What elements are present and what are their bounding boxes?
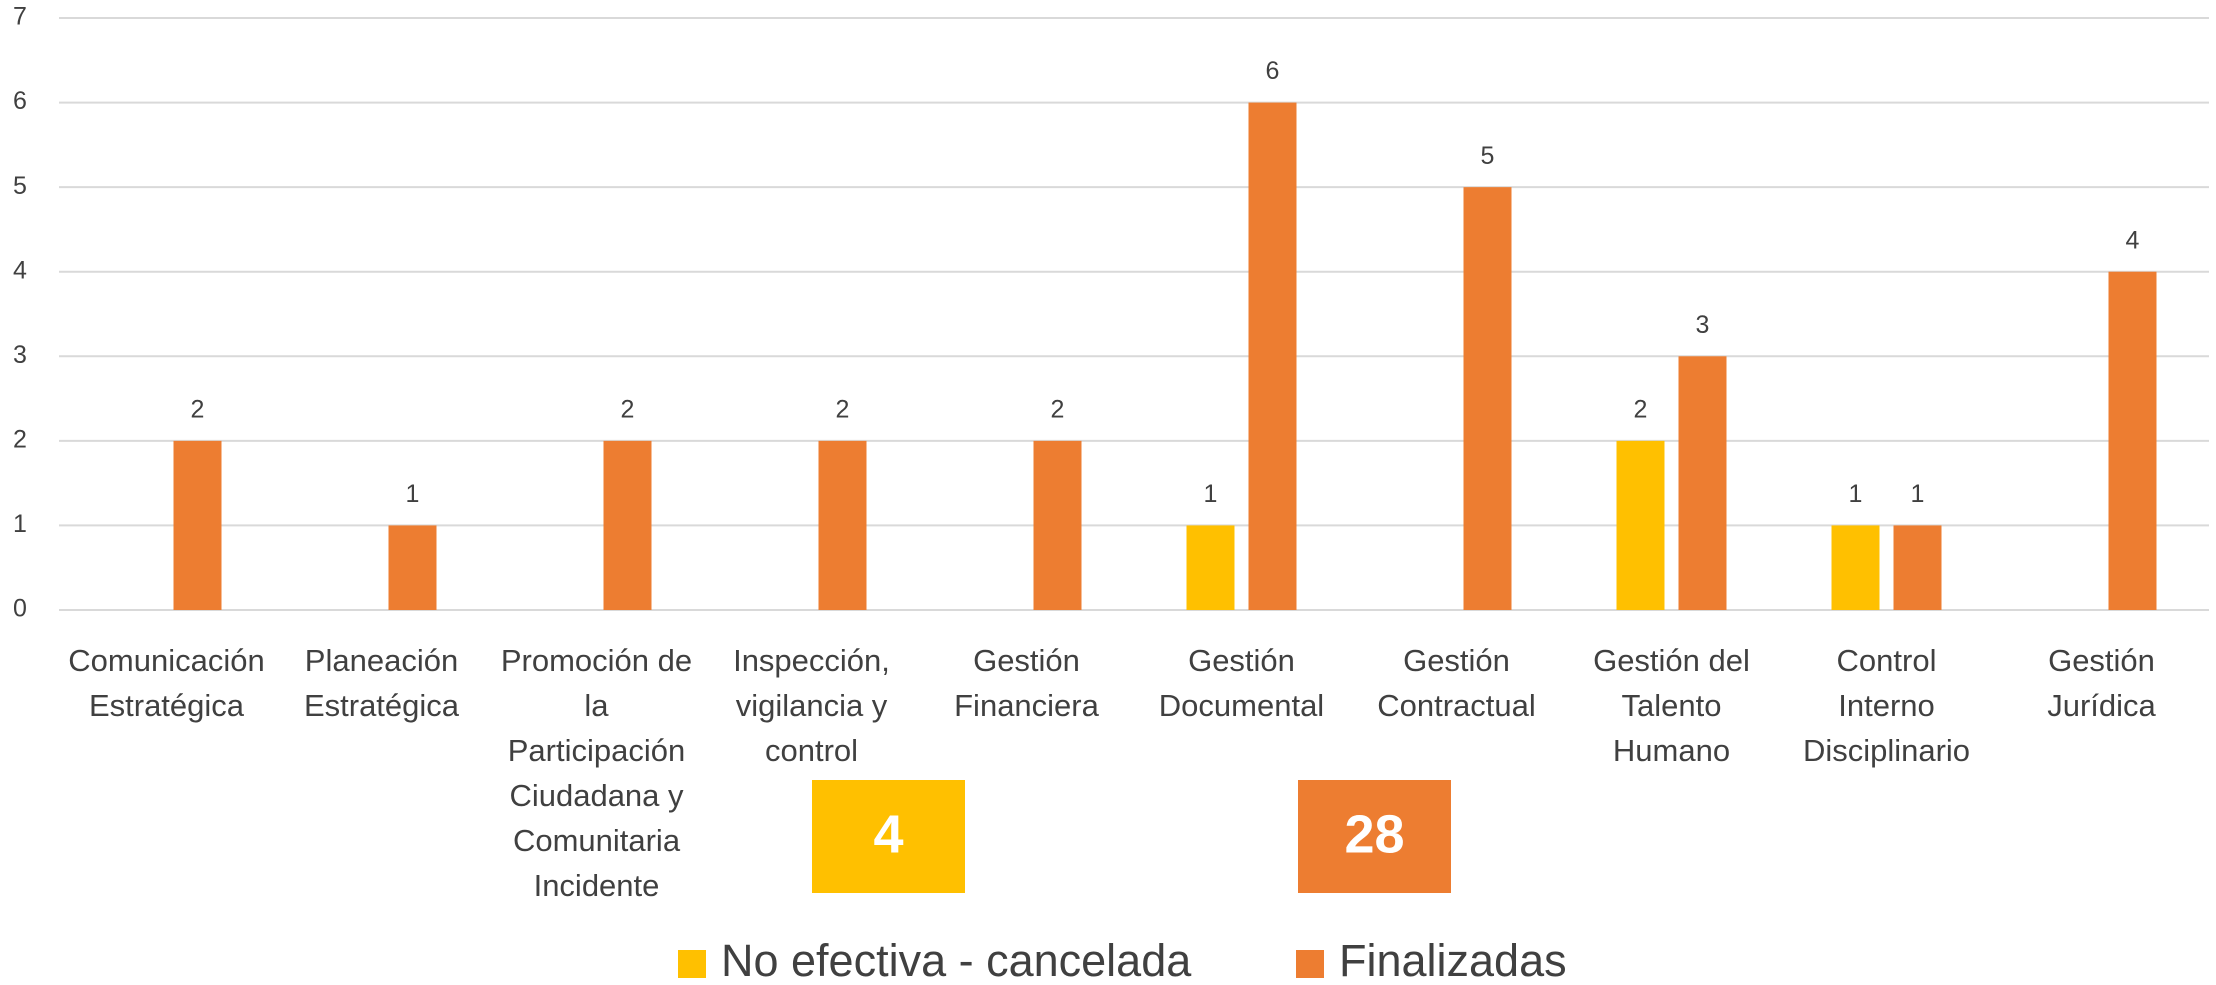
x-tick-label: Inspección, vigilancia y control — [733, 643, 890, 768]
y-tick-label: 2 — [13, 425, 27, 453]
total-label: 4 — [873, 804, 903, 864]
bar — [1248, 102, 1297, 611]
x-tick-label: Gestión Documental — [1158, 643, 1325, 723]
total-box — [812, 780, 965, 893]
data-label: 1 — [1911, 480, 1925, 508]
y-tick-label: 3 — [13, 341, 27, 369]
data-label: 6 — [1266, 57, 1280, 85]
y-tick-label: 1 — [13, 510, 27, 538]
legend-label: No efectiva - cancelada — [721, 935, 1192, 985]
data-label: 2 — [836, 395, 850, 423]
total-box — [1298, 780, 1451, 893]
total-label: 28 — [1344, 804, 1404, 864]
bar — [1893, 525, 1942, 610]
bar — [1678, 356, 1727, 610]
data-label: 3 — [1696, 311, 1710, 339]
data-label: 2 — [1051, 395, 1065, 423]
x-tick-label: Gestión Financiera — [954, 643, 1099, 723]
y-tick-label: 7 — [13, 3, 27, 31]
data-label: 1 — [1849, 480, 1863, 508]
bar — [1831, 525, 1880, 610]
x-tick-label: Gestión Contractual — [1377, 643, 1536, 723]
x-tick-label: Comunicación Estratégica — [68, 643, 265, 723]
bar — [603, 440, 652, 610]
y-tick-label: 0 — [13, 595, 27, 623]
y-tick-label: 5 — [13, 172, 27, 200]
data-label: 1 — [1204, 480, 1218, 508]
x-tick-label: Gestión del Talento Humano — [1593, 643, 1750, 768]
x-tick-label: Promoción de la Participación Ciudadana … — [500, 643, 693, 903]
y-tick-label: 4 — [13, 256, 27, 284]
x-tick-label: Gestión Jurídica — [2047, 643, 2156, 723]
data-label: 2 — [191, 395, 205, 423]
bar — [1616, 440, 1665, 610]
legend-swatch — [678, 950, 706, 978]
legend-label: Finalizadas — [1339, 935, 1567, 985]
bar — [1463, 187, 1512, 610]
data-label: 2 — [621, 395, 635, 423]
x-tick-label: Planeación Estratégica — [303, 643, 460, 723]
data-label: 2 — [1634, 395, 1648, 423]
legend-swatch — [1296, 950, 1324, 978]
data-label: 4 — [2126, 226, 2140, 254]
bar — [1033, 440, 1082, 610]
bar — [173, 440, 222, 610]
bar — [388, 525, 437, 610]
bar — [2108, 271, 2157, 610]
y-tick-label: 6 — [13, 87, 27, 115]
data-label: 1 — [406, 480, 420, 508]
bar — [818, 440, 867, 610]
x-tick-label: Control Interno Disciplinario — [1802, 643, 1971, 768]
bar — [1186, 525, 1235, 610]
data-label: 5 — [1481, 142, 1495, 170]
